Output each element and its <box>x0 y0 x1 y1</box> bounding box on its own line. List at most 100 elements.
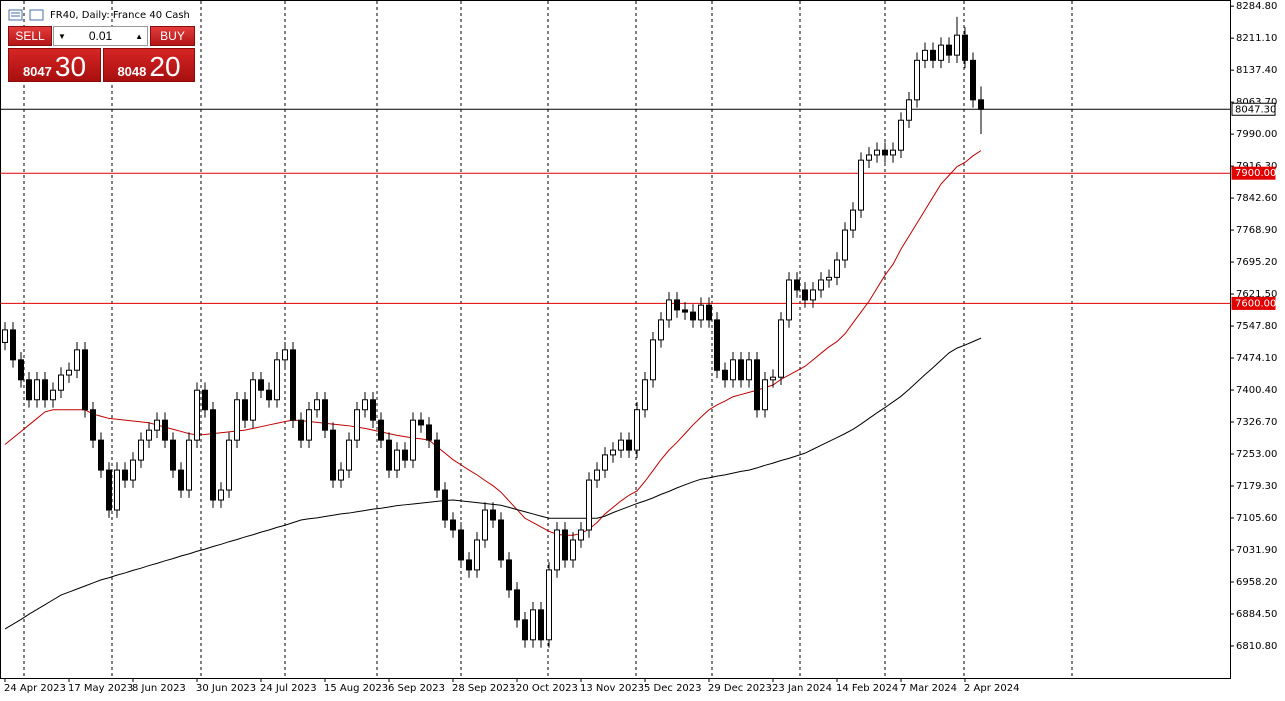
candle-body <box>682 309 688 313</box>
candle-body <box>234 399 240 441</box>
candle-body <box>298 419 304 441</box>
candle-body <box>498 519 504 561</box>
plot-frame <box>0 0 1231 679</box>
arrow-up[interactable]: ▲ <box>135 31 143 41</box>
candle-body <box>34 379 40 401</box>
candle-body <box>706 304 712 321</box>
x-tick-label: 13 Nov 2023 <box>580 683 644 694</box>
candle-body <box>370 399 376 421</box>
y-tick-label: 8284.80 <box>1236 1 1277 12</box>
price-line-label: 8047.30 <box>1235 104 1276 115</box>
x-tick-label: 7 Mar 2024 <box>900 683 957 694</box>
x-tick-label: 2 Apr 2024 <box>964 683 1019 694</box>
candle-body <box>626 439 632 451</box>
x-tick-label: 5 Dec 2023 <box>644 683 702 694</box>
candle-body <box>658 319 664 341</box>
moving-average <box>4 150 982 536</box>
candle-body <box>418 419 424 426</box>
chart-title: FR40, Daily: France 40 Cash <box>50 10 190 21</box>
buy-price[interactable]: 8048 20 <box>103 48 195 82</box>
price-line-label: 7600.00 <box>1235 298 1276 309</box>
candle-body <box>354 409 360 441</box>
y-tick-label: 6884.50 <box>1236 609 1277 620</box>
candle-body <box>154 419 160 431</box>
candle-body <box>290 349 296 421</box>
y-tick-label: 7179.30 <box>1236 481 1277 492</box>
y-tick-label: 7547.80 <box>1236 321 1277 332</box>
candle-body <box>714 319 720 371</box>
candle-body <box>746 359 752 381</box>
candle-body <box>210 409 216 501</box>
candle-body <box>258 379 264 391</box>
y-tick-label: 7695.20 <box>1236 257 1277 268</box>
candle-body <box>330 429 336 481</box>
candle-body <box>882 149 888 156</box>
candle-body <box>810 289 816 301</box>
y-tick-label: 7916.30 <box>1236 161 1277 172</box>
x-tick-label: 24 Apr 2023 <box>4 683 66 694</box>
y-tick-label: 7031.90 <box>1236 545 1277 556</box>
candle-body <box>106 469 112 511</box>
candle-body <box>74 349 80 371</box>
candle-body <box>50 389 56 401</box>
candle-body <box>786 279 792 321</box>
x-tick-label: 23 Jan 2024 <box>772 683 832 694</box>
y-tick-label: 7105.60 <box>1236 513 1277 524</box>
candle-body <box>114 469 120 511</box>
candle-body <box>802 289 808 301</box>
candle-body <box>482 509 488 541</box>
candle-body <box>506 559 512 591</box>
candle-body <box>378 419 384 441</box>
x-tick-label: 30 Jun 2023 <box>196 683 256 694</box>
candle-body <box>818 279 824 291</box>
price-line-tag <box>1231 296 1276 310</box>
candle-body <box>570 539 576 561</box>
y-tick-label: 8063.70 <box>1236 97 1277 108</box>
candle-body <box>402 449 408 461</box>
candle-body <box>450 519 456 531</box>
x-tick-label: 14 Feb 2024 <box>836 683 898 694</box>
arrow-down[interactable]: ▼ <box>58 31 66 41</box>
candle-body <box>778 319 784 378</box>
candle-body <box>594 469 600 481</box>
candle-body <box>314 399 320 411</box>
candle-body <box>178 469 184 491</box>
icon <box>8 9 23 21</box>
candle-body <box>586 479 592 531</box>
candle-body <box>226 439 232 491</box>
candle-body <box>546 569 552 641</box>
price-pips: 30 <box>54 51 87 82</box>
candle-body <box>346 439 352 471</box>
header-icons <box>8 9 44 21</box>
x-tick-label: 20 Oct 2023 <box>516 683 578 694</box>
candle-body <box>42 379 48 401</box>
volume-input[interactable]: ▼ 0.01 ▲ <box>53 26 148 46</box>
sell-button[interactable]: SELL <box>8 26 52 46</box>
sell-price[interactable]: 8047 30 <box>8 48 101 82</box>
candle-body <box>146 429 152 441</box>
candle-body <box>922 49 928 61</box>
candle-body <box>866 154 872 161</box>
price-pips: 20 <box>149 51 181 82</box>
y-tick-label: 8211.10 <box>1236 33 1277 44</box>
x-tick-label: 24 Jul 2023 <box>260 683 317 694</box>
y-tick-label: 7474.10 <box>1236 353 1277 364</box>
y-tick-label: 8137.40 <box>1236 65 1277 76</box>
candle-body <box>938 44 944 61</box>
candle-body <box>794 279 800 291</box>
candle-body <box>474 539 480 571</box>
price-line-label: 7900.00 <box>1235 168 1276 179</box>
buy-button[interactable]: BUY <box>150 26 195 46</box>
candle-body <box>362 399 368 411</box>
vertical-grid <box>23 1 1073 678</box>
candle-body <box>338 469 344 481</box>
candle-body <box>610 449 616 456</box>
candle-body <box>698 304 704 321</box>
candle-body <box>26 379 32 401</box>
candle-body <box>858 159 864 211</box>
candle-body <box>274 359 280 401</box>
candle-body <box>834 259 840 278</box>
